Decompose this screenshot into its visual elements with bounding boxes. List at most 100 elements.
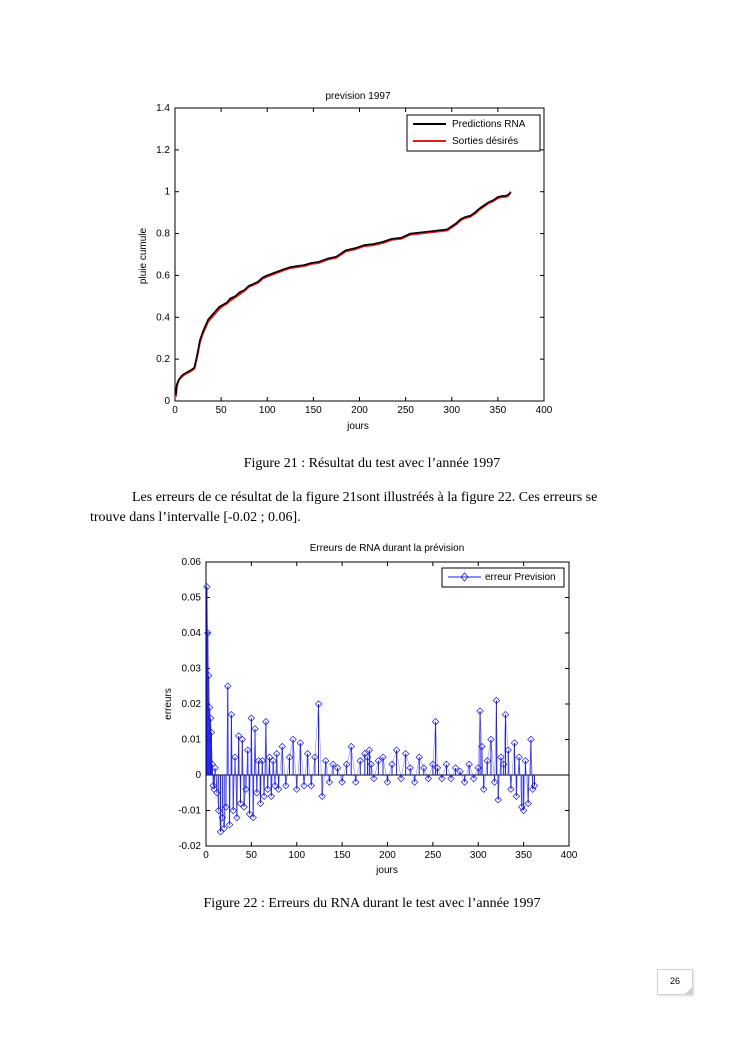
figure22-series bbox=[203, 583, 569, 836]
figure22-error-point bbox=[338, 778, 346, 786]
figure22-error-point bbox=[233, 813, 241, 822]
figure22-error-point bbox=[465, 760, 473, 769]
figure21-xtick-label: 350 bbox=[490, 405, 507, 416]
figure22-error-point bbox=[260, 792, 268, 800]
figure22-error-point bbox=[285, 753, 294, 761]
figure22-error-point bbox=[397, 774, 405, 783]
figure22-error-point bbox=[222, 803, 230, 811]
figure21-caption: Figure 21 : Résultat du test avec l’anné… bbox=[243, 456, 501, 471]
figure22-error-point bbox=[238, 735, 246, 744]
figure22-plot-area bbox=[205, 561, 570, 847]
figure22-error-point bbox=[515, 753, 523, 761]
figure22-error-point bbox=[392, 746, 401, 754]
figure22-xtick-label: 300 bbox=[470, 850, 487, 861]
figure22-error-point bbox=[236, 799, 245, 808]
figure22-error-point bbox=[476, 707, 484, 715]
figure22-error-point bbox=[218, 813, 227, 822]
figure21-xtick-label: 50 bbox=[216, 405, 228, 416]
figure22-error-point bbox=[206, 714, 215, 722]
figure22-error-point bbox=[406, 764, 414, 772]
figure22-xtick-label: 0 bbox=[203, 850, 209, 861]
figure22-ytick-label: -0.01 bbox=[178, 806, 201, 817]
figure22-error-line bbox=[206, 586, 535, 832]
figure22-error-point bbox=[497, 753, 505, 761]
figure22-error-point bbox=[271, 781, 279, 790]
figure22-error-point bbox=[460, 778, 469, 786]
figure22-error-point bbox=[256, 799, 265, 808]
figure22-error-point bbox=[483, 757, 492, 765]
figure21-ytick-label: 1.4 bbox=[156, 103, 170, 114]
figure21-plot-area bbox=[174, 107, 545, 402]
figure22-ytick-label: 0.03 bbox=[182, 664, 202, 675]
figure21-xtick-label: 400 bbox=[536, 405, 553, 416]
figure22-error-point bbox=[429, 760, 437, 769]
figure22-error-point bbox=[480, 785, 488, 793]
figure21-ytick-label: 0.6 bbox=[156, 270, 170, 281]
figure22-error-point bbox=[431, 718, 440, 726]
figure22-error-point bbox=[451, 764, 460, 772]
figure21-ytick-label: 0.4 bbox=[156, 312, 170, 323]
figure22-error-point bbox=[519, 806, 528, 815]
figure22-legend-label: erreur Prevision bbox=[485, 572, 556, 583]
figure22-error-point bbox=[216, 828, 225, 836]
figure22-error-point bbox=[370, 774, 378, 783]
figure21-legend: Predictions RNA Sorties désirés bbox=[406, 114, 541, 152]
figure22-error-point bbox=[352, 778, 360, 786]
figure22-legend-marker bbox=[460, 572, 469, 582]
figure22-error-point bbox=[227, 710, 236, 719]
figure22-error-point bbox=[251, 725, 259, 733]
figure22-error-point bbox=[314, 700, 323, 708]
figure22-error-point bbox=[442, 760, 451, 769]
figure22-error-point bbox=[264, 785, 272, 793]
figure22-error-point bbox=[524, 799, 532, 808]
figure21-ytick-label: 1 bbox=[164, 187, 170, 198]
figure21-ytick-label: 0.8 bbox=[156, 229, 170, 240]
page-number: 26 bbox=[657, 969, 693, 995]
figure22-xtick-label: 200 bbox=[379, 850, 396, 861]
figure22-ytick-label: 0.05 bbox=[182, 593, 202, 604]
figure22-error-point bbox=[325, 778, 334, 786]
figure22-error-point bbox=[342, 760, 351, 769]
figure22-ytick-label: 0 bbox=[195, 770, 201, 781]
figure22-error-point bbox=[234, 732, 243, 740]
figure22-xtick-label: 100 bbox=[288, 850, 305, 861]
figure22-error-point bbox=[209, 781, 217, 790]
figure22-error-point bbox=[415, 753, 423, 761]
figure22-error-point bbox=[470, 774, 478, 783]
figure21-xtick-label: 250 bbox=[397, 405, 414, 416]
figure22-error-point bbox=[274, 785, 283, 793]
figure22-error-point bbox=[512, 792, 521, 800]
figure22-error-point bbox=[433, 764, 442, 772]
figure21-ytick-label: 1.2 bbox=[156, 145, 170, 156]
figure22-error-point bbox=[242, 785, 250, 793]
paragraph-line-2: trouve dans l’intervalle [-0.02 ; 0.06]. bbox=[90, 510, 301, 525]
figure22-error-point bbox=[282, 781, 290, 790]
figure22-error-point bbox=[213, 789, 221, 797]
figure22-error-point bbox=[231, 753, 239, 761]
figure22-error-point bbox=[273, 750, 281, 758]
figure22-ytick-label: 0.01 bbox=[182, 735, 202, 746]
figure22-error-point bbox=[379, 753, 387, 761]
figure21-legend-box bbox=[406, 114, 541, 152]
figure22-error-point bbox=[438, 774, 446, 783]
figure22-chart: Erreurs de RNA durant la prévision 0 50 10… bbox=[163, 543, 578, 876]
figure22-error-point bbox=[501, 710, 510, 719]
figure21-xtick-label: 100 bbox=[259, 405, 276, 416]
figure22-error-point bbox=[296, 739, 305, 747]
figure22-xtick-label: 350 bbox=[515, 850, 532, 861]
figure22-error-point bbox=[224, 682, 232, 690]
figure22-error-point bbox=[383, 778, 392, 786]
figure22-error-point bbox=[249, 813, 257, 822]
figure22-error-point bbox=[487, 735, 495, 744]
figure22-error-point bbox=[300, 781, 308, 790]
figure22-error-point bbox=[478, 742, 486, 751]
figure22-error-point bbox=[293, 785, 301, 793]
figure21-ylabel: pluie cumule bbox=[138, 227, 149, 284]
figure22-error-point bbox=[347, 742, 355, 751]
figure22-xtick-label: 150 bbox=[334, 850, 351, 861]
figure22-error-point bbox=[510, 739, 519, 747]
figure22-error-point bbox=[456, 767, 464, 776]
figure22-error-point bbox=[527, 735, 535, 744]
figure22-axes: 0 50 100 150 200 250 300 350 400 -0.02 -0.01 0 0.01 0… bbox=[178, 557, 578, 861]
figure21-series bbox=[174, 191, 512, 397]
